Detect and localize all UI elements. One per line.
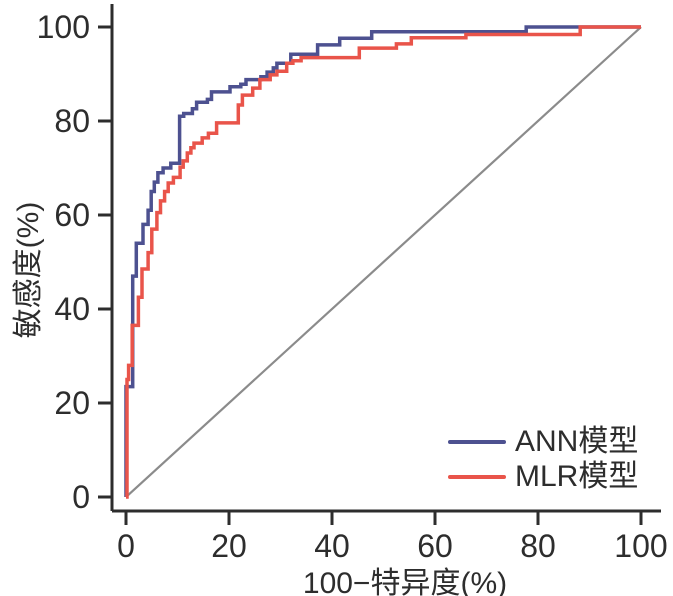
y-axis-label: 敏感度(%) — [12, 201, 45, 339]
ann-line-swatch — [448, 439, 506, 444]
y-tick-label: 100 — [37, 9, 90, 45]
y-tick-label: 60 — [54, 197, 90, 233]
x-tick-label: 0 — [117, 528, 135, 564]
x-tick-label: 40 — [314, 528, 350, 564]
x-axis-label: 100−特异度(%) — [302, 567, 508, 596]
x-tick-label: 60 — [417, 528, 453, 564]
legend-label-mlr: MLR模型 — [515, 459, 639, 493]
x-tick-label: 80 — [520, 528, 556, 564]
y-tick-label: 20 — [54, 385, 90, 421]
y-tick-label: 40 — [54, 291, 90, 327]
mlr-line-swatch — [448, 474, 506, 479]
y-tick-label: 80 — [54, 103, 90, 139]
x-tick-label: 20 — [211, 528, 247, 564]
legend-item-ann: ANN模型 — [448, 424, 638, 459]
ann-roc-curve — [125, 25, 641, 499]
x-tick-label: 100 — [614, 528, 667, 564]
legend: ANN模型 MLR模型 — [448, 424, 638, 494]
mlr-roc-curve — [125, 26, 642, 498]
reference-diagonal — [124, 25, 641, 497]
legend-item-mlr: MLR模型 — [448, 459, 638, 494]
legend-label-ann: ANN模型 — [515, 424, 639, 458]
y-tick-label: 0 — [72, 479, 90, 515]
